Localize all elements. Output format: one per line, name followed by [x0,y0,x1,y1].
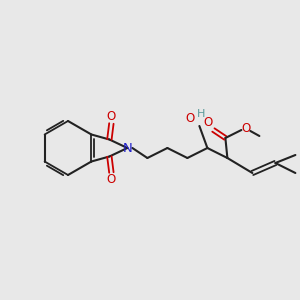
Text: N: N [122,142,132,154]
Text: O: O [242,122,251,136]
Text: O: O [107,110,116,123]
Text: H: H [197,109,206,119]
Text: O: O [107,173,116,186]
Text: O: O [186,112,195,124]
Text: O: O [204,116,213,130]
